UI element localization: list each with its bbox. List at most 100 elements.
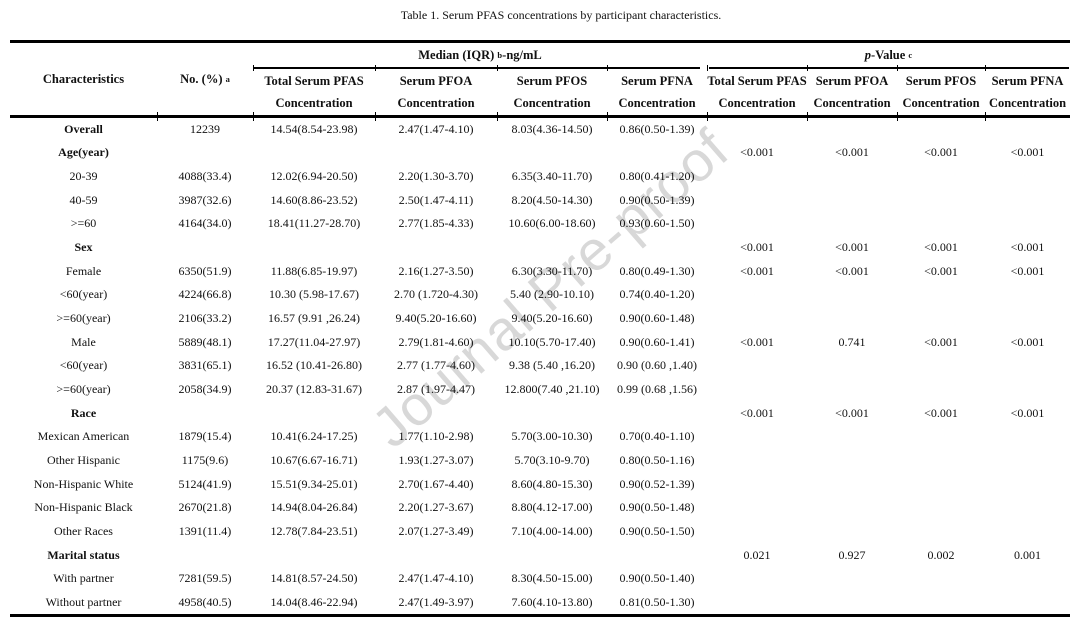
row-label: With partner xyxy=(53,571,114,586)
table-cell: 2.70(1.67-4.40) xyxy=(398,476,474,491)
median-group-label: Median (IQR) b -ng/mL xyxy=(418,47,542,62)
table-cell: 8.03(4.36-14.50) xyxy=(511,121,593,136)
row-label: Non-Hispanic White xyxy=(33,476,134,491)
table-cell: 0.90(0.50-1.40) xyxy=(619,571,695,586)
table-cell: 5.70(3.00-10.30) xyxy=(511,429,593,444)
table-cell: 9.40(5.20-16.60) xyxy=(395,311,477,326)
pvalue-group-underline xyxy=(709,67,1069,69)
table-cell: 11.88(6.85-19.97) xyxy=(270,263,358,278)
table-cell: 2.87 (1.97-4.47) xyxy=(397,382,475,397)
tick-mark xyxy=(985,112,986,121)
row-label: Age(year) xyxy=(58,145,109,160)
pvalue-group: p -Value c Total Serum PFAS Concentration… xyxy=(707,43,1070,115)
table-cell: 0.001 xyxy=(1014,547,1041,562)
table-cell: 2.47(1.47-4.10) xyxy=(398,571,474,586)
table-cell: 0.80(0.50-1.16) xyxy=(619,453,695,468)
tick-mark xyxy=(807,112,808,121)
table-cell: 0.90(0.60-1.48) xyxy=(619,311,695,326)
table-cell: 4164(34.0) xyxy=(178,216,232,231)
table-cell: 0.70(0.40-1.10) xyxy=(619,429,695,444)
table-cell: 0.90(0.52-1.39) xyxy=(619,476,695,491)
column-header-line1: Serum PFOA xyxy=(815,74,889,88)
column-header: Serum PFOS Concentration xyxy=(497,69,607,115)
table-cell: 0.741 xyxy=(838,334,866,349)
column-header: Serum PFOA Concentration xyxy=(375,69,497,115)
table-row: Marital status 0.021 0.927 0.002 0.001 xyxy=(10,543,1070,567)
table-cell: 0.86(0.50-1.39) xyxy=(619,121,695,136)
column-header-line2: Concentration xyxy=(397,96,475,110)
table-cell: 14.54(8.54-23.98) xyxy=(270,121,358,136)
no-pct-header: No. (%) a xyxy=(180,71,230,86)
tick-mark xyxy=(985,65,986,71)
data-table: Characteristics No. (%) a Median (IQR) b… xyxy=(10,40,1070,618)
table-cell: <0.001 xyxy=(740,405,774,420)
table-cell: 7281(59.5) xyxy=(178,571,232,586)
table-cell: 12.78(7.84-23.51) xyxy=(270,523,358,538)
table-row: Non-Hispanic Black 2670(21.8) 14.94(8.04-… xyxy=(10,496,1070,520)
table-cell: <0.001 xyxy=(1010,240,1045,255)
row-label: Overall xyxy=(64,121,103,136)
table-cell: 10.67(6.67-16.71) xyxy=(270,453,358,468)
table-cell: 0.81(0.50-1.30) xyxy=(619,594,695,609)
table-cell: 5889(48.1) xyxy=(178,334,232,349)
tick-mark xyxy=(897,65,898,71)
table-cell: 1.93(1.27-3.07) xyxy=(398,453,474,468)
tick-mark xyxy=(497,65,498,71)
table-cell: 8.60(4.80-15.30) xyxy=(511,476,593,491)
row-label: 20-39 xyxy=(69,169,98,184)
table-cell: 1391(11.4) xyxy=(178,523,232,538)
table-row: Mexican American 1879(15.4) 10.41(6.24-17… xyxy=(10,425,1070,449)
table-cell: 9.40(5.20-16.60) xyxy=(511,311,593,326)
table-cell: 2.77(1.85-4.33) xyxy=(398,216,474,231)
tick-mark xyxy=(375,112,376,121)
table-body: Overall 12239 14.54(8.54-23.98) 2.47(1.47-… xyxy=(10,118,1070,615)
column-header-line1: Serum PFOS xyxy=(516,74,588,88)
column-header: Total Serum PFAS Concentration xyxy=(253,69,375,115)
table-cell: 18.41(11.27-28.70) xyxy=(267,216,361,231)
row-label: <60(year) xyxy=(59,287,108,302)
row-label: >=60(year) xyxy=(56,311,111,326)
table-cell: 0.93(0.60-1.50) xyxy=(619,216,695,231)
table-cell: 2.47(1.47-4.10) xyxy=(398,121,474,136)
table-row: 40-59 3987(32.6) 14.60(8.86-23.52) 2.50(1.… xyxy=(10,188,1070,212)
table-cell: 4088(33.4) xyxy=(178,169,232,184)
column-header-line2: Concentration xyxy=(813,96,891,110)
table-cell: 0.927 xyxy=(838,547,866,562)
table-cell: 5.70(3.10-9.70) xyxy=(514,453,590,468)
table-cell: 0.90(0.50-1.39) xyxy=(619,192,695,207)
table-cell: 10.10(5.70-17.40) xyxy=(508,334,596,349)
no-pct-label: No. (%) xyxy=(180,71,223,86)
pvalue-label: -Value xyxy=(871,47,906,62)
column-header-line2: Concentration xyxy=(275,96,353,110)
table-cell: 14.94(8.04-26.84) xyxy=(270,500,358,515)
table-cell: 16.57 (9.91 ,26.24) xyxy=(268,311,360,326)
table-row: Overall 12239 14.54(8.54-23.98) 2.47(1.47-… xyxy=(10,118,1070,142)
table-cell: 2.50(1.47-4.11) xyxy=(398,192,474,207)
tick-mark xyxy=(253,65,254,71)
column-header: Serum PFOS Concentration xyxy=(897,69,985,115)
table-cell: 6.30(3.30-11.70) xyxy=(511,263,593,278)
table-cell: <0.001 xyxy=(1010,263,1045,278)
table-cell: 7.60(4.10-13.80) xyxy=(511,594,593,609)
table-row: Non-Hispanic White 5124(41.9) 15.51(9.34-… xyxy=(10,472,1070,496)
table-cell: <0.001 xyxy=(835,263,869,278)
table-cell: <0.001 xyxy=(835,240,869,255)
column-header: Serum PFNA Concentration xyxy=(985,69,1070,115)
median-units: -ng/mL xyxy=(502,47,542,62)
table-row: Age(year) <0.001 <0.001 <0.001 <0.001 xyxy=(10,141,1070,165)
table-row: Other Races 1391(11.4) 12.78(7.84-23.51) 2… xyxy=(10,520,1070,544)
table-cell: 2.20(1.27-3.67) xyxy=(398,500,474,515)
table-cell: 1879(15.4) xyxy=(178,429,232,444)
table-row: 20-39 4088(33.4) 12.02(6.94-20.50) 2.20(1.… xyxy=(10,165,1070,189)
pvalue-group-label: p -Value c xyxy=(864,47,913,62)
table-cell: 0.021 xyxy=(743,547,771,562)
table-cell: <0.001 xyxy=(924,334,958,349)
p-italic: p xyxy=(864,47,872,62)
table-cell: <0.001 xyxy=(740,334,774,349)
table-cell: 14.60(8.86-23.52) xyxy=(270,192,358,207)
column-header-line1: Total Serum PFAS xyxy=(264,74,364,88)
table-cell: 5124(41.9) xyxy=(178,476,232,491)
column-header-line1: Serum PFOS xyxy=(905,74,977,88)
table-row: Female 6350(51.9) 11.88(6.85-19.97) 2.16(1… xyxy=(10,259,1070,283)
